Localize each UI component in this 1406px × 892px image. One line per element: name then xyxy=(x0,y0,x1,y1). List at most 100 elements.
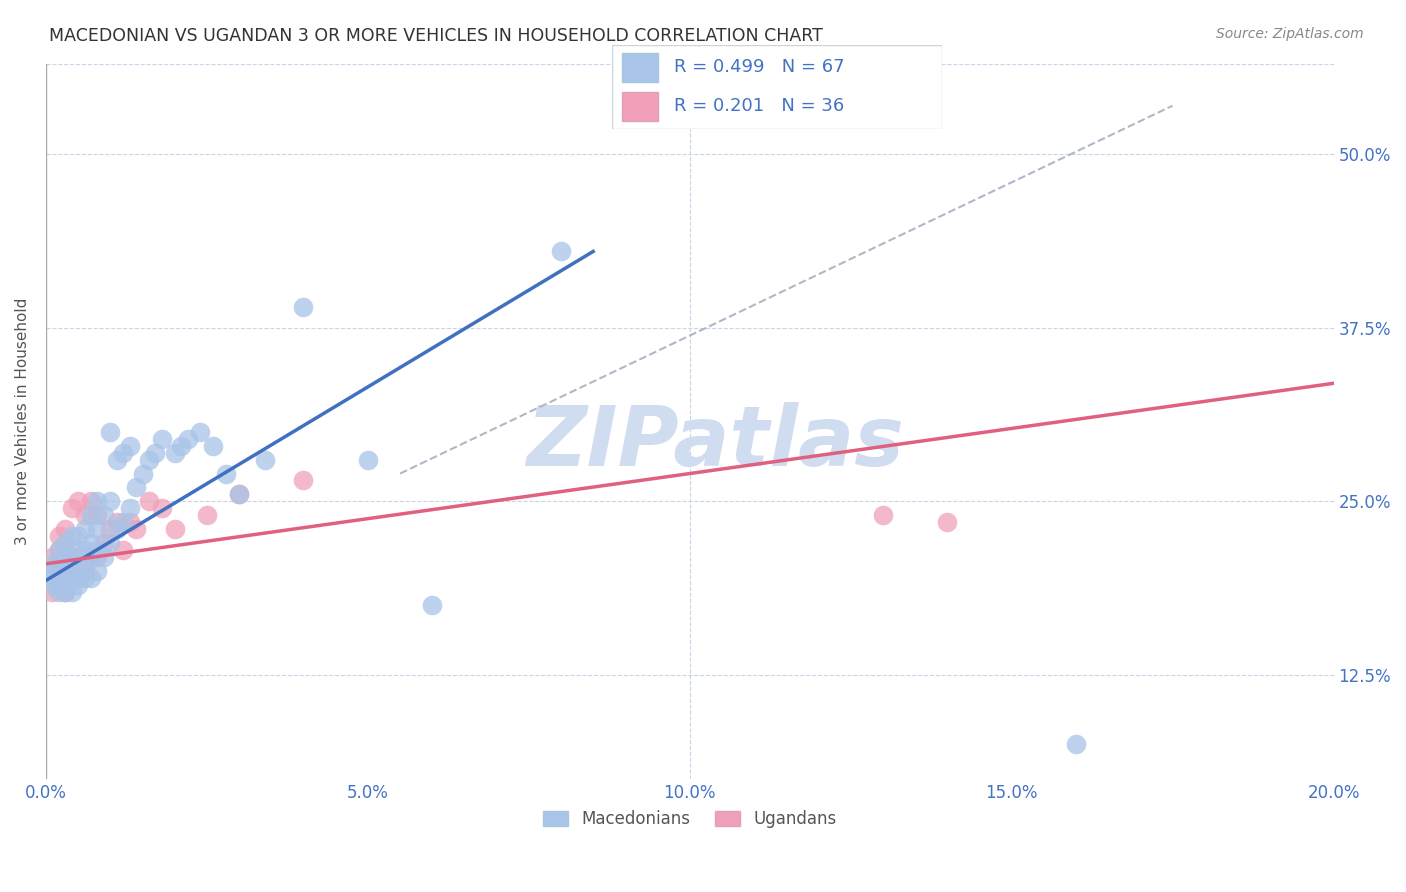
FancyBboxPatch shape xyxy=(612,45,942,129)
Point xyxy=(228,487,250,501)
Point xyxy=(67,571,90,585)
Point xyxy=(1064,737,1087,751)
Point xyxy=(112,515,135,529)
Point xyxy=(53,584,76,599)
Point xyxy=(60,529,83,543)
Point xyxy=(150,432,173,446)
Point xyxy=(53,549,76,564)
Point xyxy=(48,577,70,591)
Point xyxy=(48,557,70,571)
Point xyxy=(93,549,115,564)
Point xyxy=(48,542,70,557)
Point xyxy=(53,536,76,550)
Point xyxy=(80,508,103,523)
Point xyxy=(80,494,103,508)
Point xyxy=(86,522,108,536)
Point xyxy=(60,584,83,599)
Point xyxy=(80,571,103,585)
Point xyxy=(420,599,443,613)
Point xyxy=(73,508,96,523)
Text: MACEDONIAN VS UGANDAN 3 OR MORE VEHICLES IN HOUSEHOLD CORRELATION CHART: MACEDONIAN VS UGANDAN 3 OR MORE VEHICLES… xyxy=(49,27,823,45)
Point xyxy=(86,542,108,557)
Point xyxy=(202,439,225,453)
Point xyxy=(67,494,90,508)
Point xyxy=(48,577,70,591)
Point xyxy=(60,564,83,578)
Point xyxy=(41,577,63,591)
Point xyxy=(118,501,141,516)
Legend: Macedonians, Ugandans: Macedonians, Ugandans xyxy=(536,804,844,835)
Point xyxy=(41,571,63,585)
Point xyxy=(228,487,250,501)
Point xyxy=(48,571,70,585)
Point xyxy=(112,446,135,460)
Point xyxy=(936,515,959,529)
Text: Source: ZipAtlas.com: Source: ZipAtlas.com xyxy=(1216,27,1364,41)
Point xyxy=(872,508,894,523)
Point xyxy=(105,515,128,529)
Point xyxy=(131,467,153,481)
Point xyxy=(41,584,63,599)
Point xyxy=(80,549,103,564)
Point xyxy=(41,549,63,564)
Point xyxy=(138,452,160,467)
Point xyxy=(60,571,83,585)
Point xyxy=(53,571,76,585)
Point xyxy=(550,244,572,259)
Point xyxy=(73,571,96,585)
Point xyxy=(253,452,276,467)
Point xyxy=(105,452,128,467)
Point xyxy=(98,494,121,508)
Point xyxy=(80,536,103,550)
Point xyxy=(60,571,83,585)
Point xyxy=(125,480,148,494)
Point xyxy=(67,542,90,557)
Point xyxy=(86,564,108,578)
Point xyxy=(53,564,76,578)
Point xyxy=(138,494,160,508)
Point xyxy=(60,549,83,564)
Text: ZIPatlas: ZIPatlas xyxy=(527,402,904,483)
Point xyxy=(73,522,96,536)
Point xyxy=(48,542,70,557)
Point xyxy=(67,577,90,591)
Point xyxy=(118,439,141,453)
Point xyxy=(67,529,90,543)
Point xyxy=(60,501,83,516)
Point xyxy=(150,501,173,516)
Point xyxy=(292,474,315,488)
Point xyxy=(176,432,198,446)
Point xyxy=(73,557,96,571)
Point xyxy=(80,549,103,564)
Point xyxy=(190,425,212,439)
Point xyxy=(118,515,141,529)
Point xyxy=(86,508,108,523)
Point xyxy=(105,522,128,536)
Point xyxy=(48,529,70,543)
Point xyxy=(48,564,70,578)
Point xyxy=(98,425,121,439)
Point xyxy=(215,467,238,481)
Point xyxy=(93,508,115,523)
FancyBboxPatch shape xyxy=(621,54,658,82)
Y-axis label: 3 or more Vehicles in Household: 3 or more Vehicles in Household xyxy=(15,298,30,545)
Point xyxy=(67,571,90,585)
Text: R = 0.499   N = 67: R = 0.499 N = 67 xyxy=(675,59,845,77)
Point xyxy=(170,439,193,453)
Point xyxy=(112,542,135,557)
Point xyxy=(98,522,121,536)
Point xyxy=(195,508,218,523)
FancyBboxPatch shape xyxy=(621,92,658,120)
Point xyxy=(53,542,76,557)
Point xyxy=(53,564,76,578)
Point xyxy=(53,584,76,599)
Point xyxy=(125,522,148,536)
Point xyxy=(163,446,186,460)
Point xyxy=(86,549,108,564)
Point xyxy=(73,564,96,578)
Point xyxy=(86,494,108,508)
Point xyxy=(53,577,76,591)
Point xyxy=(145,446,167,460)
Point xyxy=(60,557,83,571)
Point xyxy=(48,564,70,578)
